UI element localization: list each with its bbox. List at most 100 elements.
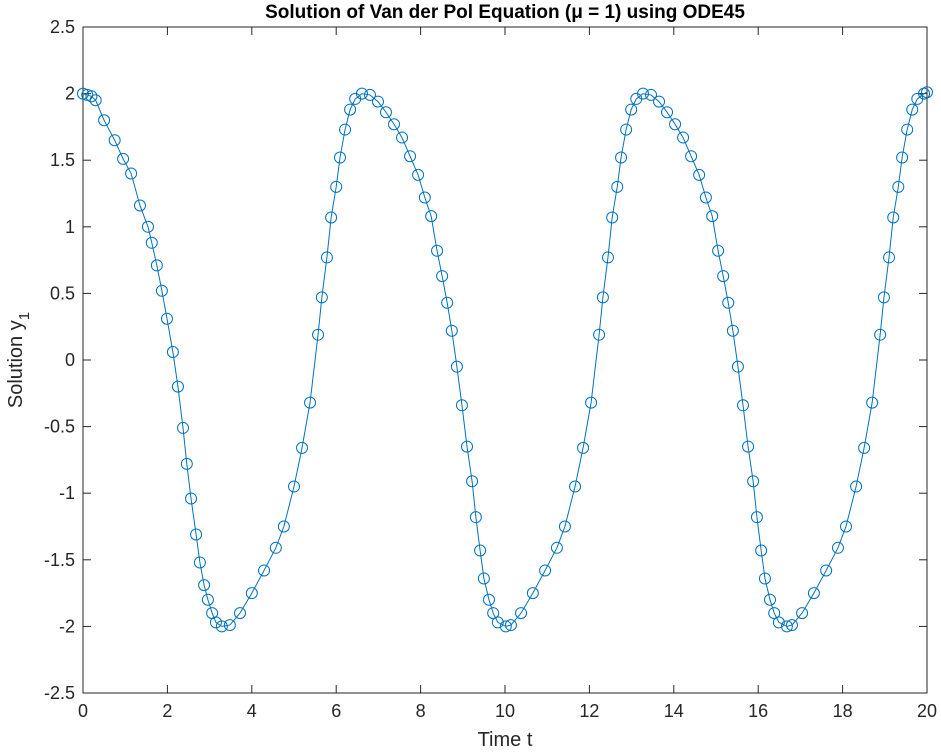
data-point [807,587,820,600]
chart-title: Solution of Van der Pol Equation (μ = 1)… [265,2,745,23]
data-point [441,296,454,309]
data-point [450,360,463,373]
x-tick-label: 2 [162,701,172,721]
data-point [772,616,785,629]
data-point [611,180,624,193]
data-point [558,520,571,533]
data-point [669,118,682,131]
data-point [699,191,712,204]
data-point [491,616,504,629]
data-point [921,86,933,99]
x-tick-label: 12 [579,701,599,721]
data-point [315,291,328,304]
y-tick-label: 1 [65,217,75,237]
data-point [606,211,619,224]
data-point [526,587,539,600]
data-point [850,480,863,493]
data-point [874,328,887,341]
x-tick-label: 0 [78,701,88,721]
y-tick-label: 2.5 [50,17,75,37]
data-point [477,572,490,585]
series-line [82,91,928,627]
data-point [455,399,468,412]
data-point [620,123,633,136]
data-point [499,620,512,633]
data-point [304,396,317,409]
data-point [693,168,706,181]
data-point [223,619,236,632]
data-point [615,151,628,164]
data-point [312,328,325,341]
data-point [418,191,431,204]
data-point [320,251,333,264]
data-point [901,123,914,136]
y-tick-label: 1.5 [50,150,75,170]
data-point [577,441,590,454]
data-point [469,511,482,524]
data-point [601,251,614,264]
data-point [625,103,638,116]
data-point [180,457,193,470]
data-point [539,564,552,577]
y-axis-label-text: Solution y [5,320,27,408]
y-tick-label: -1 [59,483,75,503]
data-point [108,134,121,147]
data-point [569,480,582,493]
data-point [412,168,425,181]
data-point [89,94,102,107]
data-point [877,291,890,304]
data-point [141,220,154,233]
data-point [758,572,771,585]
data-point [245,587,258,600]
data-point [388,118,401,131]
data-point [98,114,111,127]
x-tick-label: 18 [833,701,853,721]
data-point [796,607,809,620]
data-point [404,150,417,163]
data-point [355,87,368,100]
data-point [325,211,338,224]
data-point [645,88,658,101]
y-axis-label-subscript: 1 [16,312,33,320]
data-point [269,541,282,554]
data-point [330,180,343,193]
data-point [883,251,896,264]
data-point [344,103,357,116]
data-point [858,441,871,454]
data-point [653,95,666,108]
data-point [706,210,719,223]
data-point [717,270,730,283]
y-tick-label: 0.5 [50,283,75,303]
data-point [750,511,763,524]
y-tick-label: -1.5 [44,550,75,570]
data-point [515,607,528,620]
x-tick-label: 20 [917,701,937,721]
data-point [585,396,598,409]
data-point [371,95,384,108]
data-point [636,87,649,100]
data-point [764,593,777,606]
data-point [201,593,214,606]
data-point [661,106,674,119]
data-point [461,440,474,453]
y-axis-label: Solution y1 [5,312,33,408]
data-point [785,619,798,632]
x-tick-label: 4 [247,701,257,721]
data-point [117,152,130,165]
data-point [436,270,449,283]
data-point [487,607,500,620]
data-point [474,544,487,557]
x-tick-label: 10 [495,701,515,721]
data-point [185,492,198,505]
data-point [425,210,438,223]
data-point [177,421,190,434]
data-point [755,544,768,557]
data-point [896,151,909,164]
y-tick-label: 0 [65,350,75,370]
data-point [742,440,755,453]
data-point [363,88,376,101]
data-point [145,236,158,249]
data-point [482,593,495,606]
data-point [866,396,879,409]
